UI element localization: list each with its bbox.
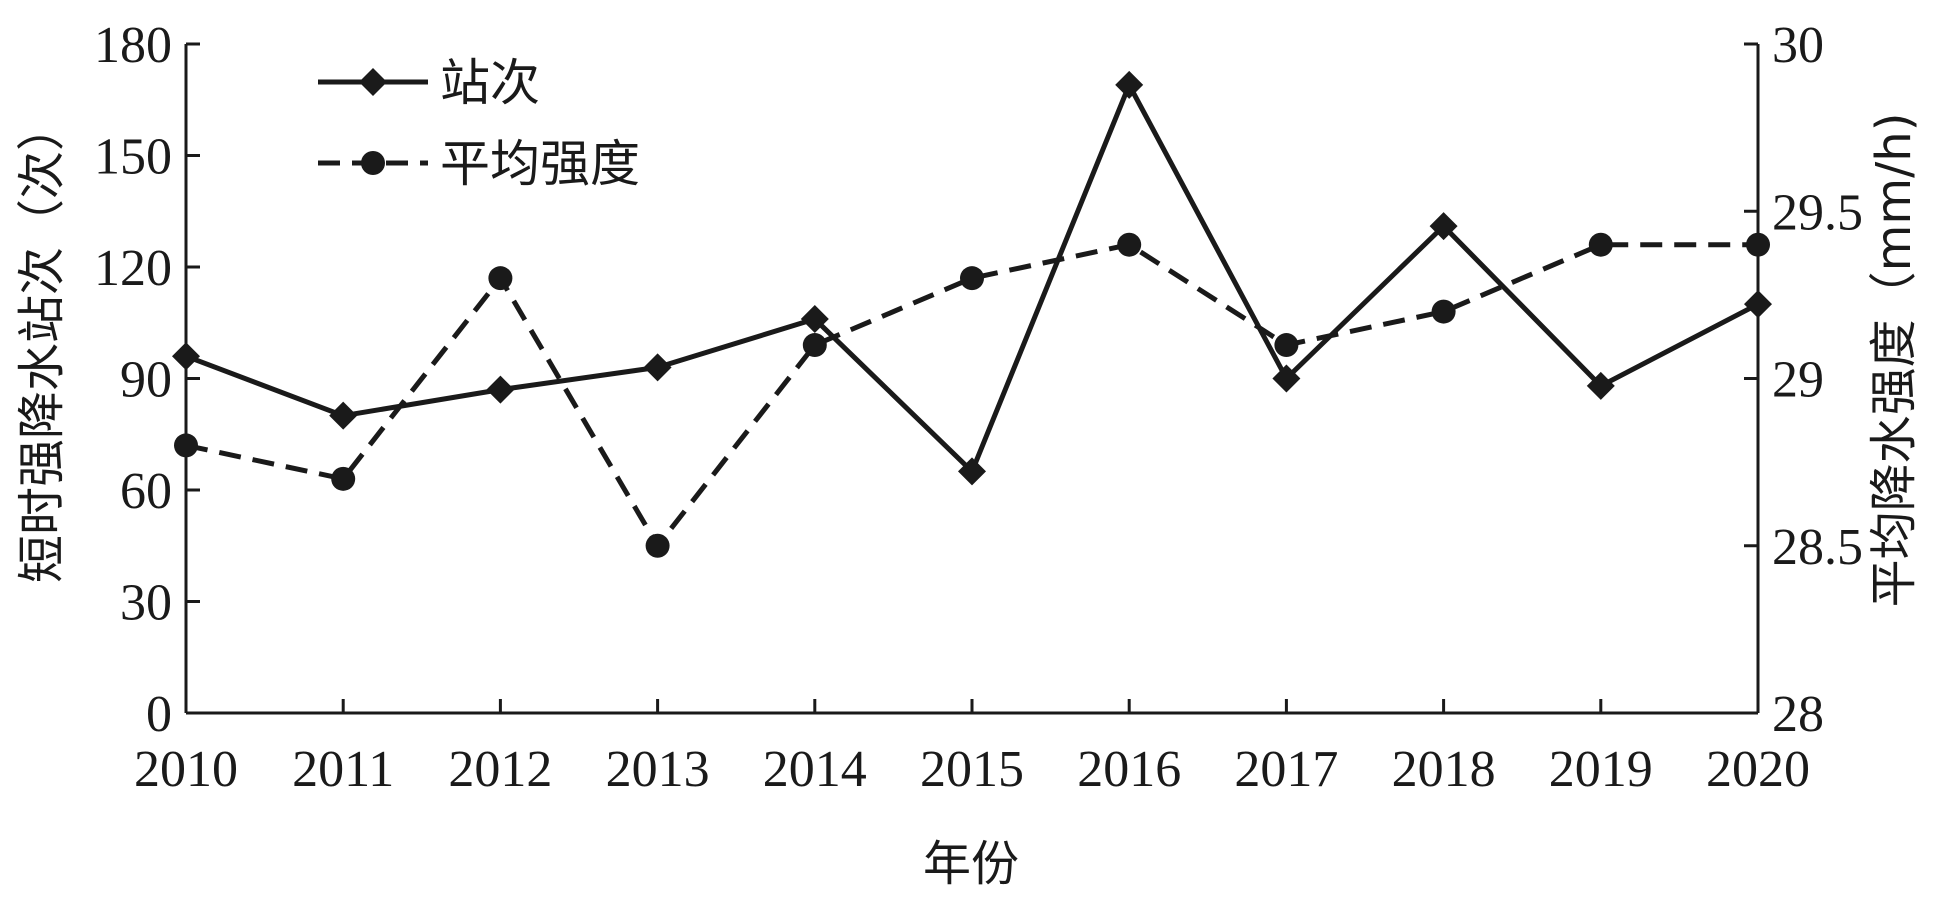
data-point-diamond xyxy=(172,342,200,371)
data-point-diamond xyxy=(1429,212,1458,241)
right-tick-label: 29 xyxy=(1772,352,1824,409)
right-y-axis-title: 平均降水强度（mm/h) xyxy=(1866,113,1922,608)
data-point-diamond xyxy=(1115,70,1144,99)
legend-circle-marker xyxy=(361,151,385,175)
x-tick-label: 2018 xyxy=(1392,741,1496,798)
data-point-diamond xyxy=(958,457,986,486)
data-point-diamond xyxy=(1744,290,1772,319)
x-axis: 2010 2011 2012 2013 2014 2015 2016 2017 2018 2019… xyxy=(134,699,1810,798)
left-tick-label: 150 xyxy=(94,129,172,186)
right-y-axis: 28 28.5 29 29.5 30 xyxy=(1744,17,1863,743)
data-point-circle xyxy=(1431,299,1456,324)
left-tick-label: 90 xyxy=(120,352,172,409)
data-point-circle xyxy=(174,433,198,458)
x-tick-label: 2012 xyxy=(448,741,552,798)
x-tick-label: 2013 xyxy=(606,741,710,798)
x-tick-label: 2014 xyxy=(763,741,867,798)
legend-item-intensity: 平均强度 xyxy=(318,135,640,193)
data-point-diamond xyxy=(643,353,672,382)
x-tick-label: 2016 xyxy=(1077,741,1181,798)
data-point-circle xyxy=(802,333,827,358)
series-layer xyxy=(172,70,1772,558)
data-point-circle xyxy=(1117,232,1142,257)
left-tick-label: 0 xyxy=(146,686,172,743)
x-tick-label: 2015 xyxy=(920,741,1024,798)
left-tick-label: 60 xyxy=(120,463,172,520)
legend-label-stations: 站次 xyxy=(440,54,540,112)
x-tick-label: 2019 xyxy=(1549,741,1653,798)
legend: 站次 平均强度 xyxy=(318,54,640,193)
left-tick-label: 30 xyxy=(120,575,172,632)
x-tick-label: 2017 xyxy=(1234,741,1338,798)
left-y-axis: 0 30 60 90 120 150 180 xyxy=(94,17,200,743)
right-tick-label: 28 xyxy=(1772,686,1824,743)
data-point-circle xyxy=(1746,232,1770,257)
series-line xyxy=(185,242,1758,549)
data-point-diamond xyxy=(486,375,515,404)
right-tick-label: 29.5 xyxy=(1772,184,1863,241)
legend-label-intensity: 平均强度 xyxy=(440,135,640,193)
right-tick-label: 28.5 xyxy=(1772,519,1863,576)
legend-item-stations: 站次 xyxy=(318,54,540,112)
legend-diamond-marker xyxy=(359,68,387,96)
right-tick-label: 30 xyxy=(1772,17,1824,74)
series-intensity xyxy=(174,232,1770,558)
data-point-diamond xyxy=(1586,371,1615,400)
data-point-circle xyxy=(488,266,513,291)
x-axis-title: 年份 xyxy=(923,836,1019,892)
data-point-circle xyxy=(645,533,670,558)
data-point-diamond xyxy=(329,401,358,430)
data-point-diamond xyxy=(800,305,829,334)
x-tick-label: 2020 xyxy=(1706,741,1810,798)
series-stations xyxy=(172,70,1772,486)
data-point-circle xyxy=(960,266,984,291)
data-point-circle xyxy=(1588,232,1613,257)
x-tick-label: 2010 xyxy=(134,741,238,798)
data-point-diamond xyxy=(1272,364,1301,393)
x-tick-label: 2011 xyxy=(292,741,394,798)
data-point-circle xyxy=(1274,333,1299,358)
left-tick-label: 120 xyxy=(94,240,172,297)
left-tick-label: 180 xyxy=(94,17,172,74)
data-point-circle xyxy=(331,466,356,491)
left-y-axis-title: 短时强降水站次（次） xyxy=(14,103,70,583)
